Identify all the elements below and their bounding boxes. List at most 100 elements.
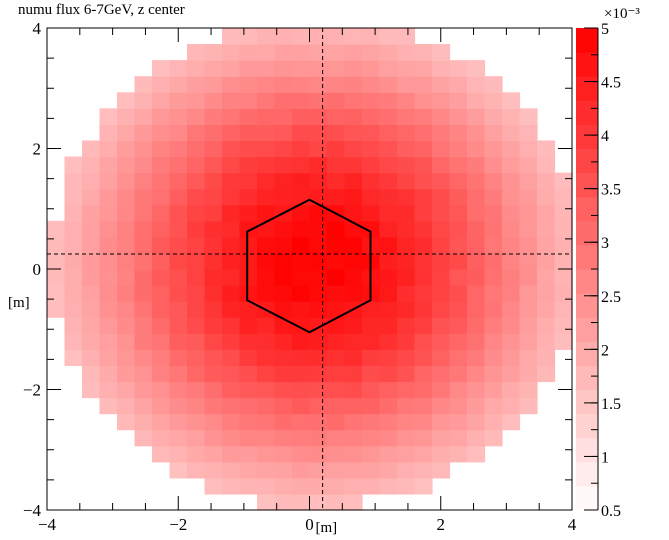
heatmap-cell: [292, 285, 311, 302]
heatmap-cell: [292, 156, 311, 174]
heatmap-cell: [414, 445, 433, 463]
heatmap-cell: [309, 429, 328, 447]
heatmap-cell: [397, 220, 416, 238]
colorbar-band: [576, 269, 598, 294]
heatmap-cell: [502, 365, 521, 383]
heatmap-cell: [169, 445, 188, 463]
heatmap-cell: [432, 365, 451, 383]
heatmap-cell: [327, 140, 346, 158]
heatmap-cell: [397, 156, 416, 174]
heatmap-cell: [187, 413, 206, 431]
heatmap-cell: [204, 188, 223, 206]
heatmap-cell: [484, 317, 503, 334]
heatmap-cell: [502, 317, 521, 334]
heatmap-cell: [257, 108, 276, 125]
heatmap-cell: [484, 140, 503, 158]
heatmap-cell: [362, 429, 381, 447]
heatmap-cell: [64, 236, 83, 254]
heatmap-cell: [449, 349, 468, 366]
heatmap-cell: [379, 92, 398, 109]
heatmap-cell: [449, 236, 468, 254]
heatmap-cell: [187, 60, 206, 77]
heatmap-cell: [449, 204, 468, 222]
heatmap-cell: [344, 349, 363, 366]
y-tick-label: 2: [33, 140, 42, 159]
heatmap-cell: [152, 397, 171, 415]
heatmap-cell: [379, 445, 398, 463]
heatmap-cell: [204, 477, 223, 495]
heatmap-cell: [432, 301, 451, 318]
heatmap-cell: [82, 220, 101, 238]
heatmap-cell: [519, 236, 538, 254]
heatmap-cell: [239, 349, 258, 366]
heatmap-cell: [187, 76, 206, 93]
heatmap-cell: [222, 188, 241, 206]
heatmap-cell: [204, 236, 223, 254]
heatmap-cell: [309, 156, 328, 174]
heatmap-cell: [169, 92, 188, 109]
heatmap-cell: [432, 349, 451, 366]
heatmap-cell: [257, 445, 276, 463]
heatmap-cell: [64, 301, 83, 318]
heatmap-cell: [397, 60, 416, 77]
heatmap-cell: [379, 301, 398, 318]
heatmap-cell: [187, 92, 206, 109]
heatmap-cell: [327, 269, 346, 286]
heatmap-cell: [82, 188, 101, 206]
heatmap-cell: [414, 156, 433, 174]
colorbar-band: [576, 341, 598, 366]
heatmap-cell: [292, 429, 311, 447]
heatmap-cell: [204, 429, 223, 447]
colorbar-tick-label: 0.5: [601, 503, 621, 520]
heatmap-cell: [169, 413, 188, 431]
heatmap-cell: [467, 285, 486, 302]
y-tick-label: 0: [33, 260, 42, 279]
heatmap-cell: [362, 124, 381, 142]
heatmap-cell: [327, 92, 346, 109]
colorbar-band: [576, 244, 598, 270]
heatmap-cell: [222, 317, 241, 334]
heatmap-cell: [519, 140, 538, 158]
heatmap-cell: [327, 44, 346, 61]
heatmap-cell: [432, 381, 451, 399]
heatmap-cell: [134, 156, 153, 174]
heatmap-cell: [152, 285, 171, 302]
heatmap-cell: [187, 220, 206, 238]
heatmap-cell: [82, 172, 101, 190]
heatmap-cell: [484, 429, 503, 447]
heatmap-cell: [397, 397, 416, 415]
colorbar-band: [576, 148, 598, 174]
heatmap-cell: [64, 333, 83, 350]
heatmap-cell: [519, 269, 538, 286]
heatmap-cell: [397, 252, 416, 270]
heatmap-cell: [327, 108, 346, 125]
heatmap-cell: [274, 140, 293, 158]
heatmap-cell: [502, 285, 521, 302]
heatmap-cell: [274, 108, 293, 125]
heatmap-cell: [204, 317, 223, 334]
colorbar-band: [576, 52, 598, 77]
x-tick-label: −2: [169, 515, 187, 534]
heatmap-cell: [239, 381, 258, 399]
heatmap-cell: [309, 445, 328, 463]
heatmap-cell: [414, 317, 433, 334]
heatmap-cell: [414, 285, 433, 302]
heatmap-cell: [327, 156, 346, 174]
heatmap-cell: [344, 397, 363, 415]
heatmap-cell: [152, 365, 171, 383]
heatmap-cell: [134, 172, 153, 190]
colorbar-band: [576, 437, 598, 463]
heatmap-cell: [222, 333, 241, 350]
heatmap-cell: [99, 252, 118, 270]
heatmap-cell: [169, 269, 188, 286]
heatmap-cell: [397, 28, 416, 45]
heatmap-cell: [432, 140, 451, 158]
heatmap-cell: [502, 269, 521, 286]
heatmap-cell: [204, 108, 223, 125]
heatmap-cell: [362, 301, 381, 318]
hexagon-outline: [246, 198, 372, 334]
heatmap-cell: [502, 156, 521, 174]
y-tick-label: 4: [33, 19, 42, 38]
heatmap-cell: [257, 92, 276, 109]
heatmap-cell: [344, 60, 363, 77]
